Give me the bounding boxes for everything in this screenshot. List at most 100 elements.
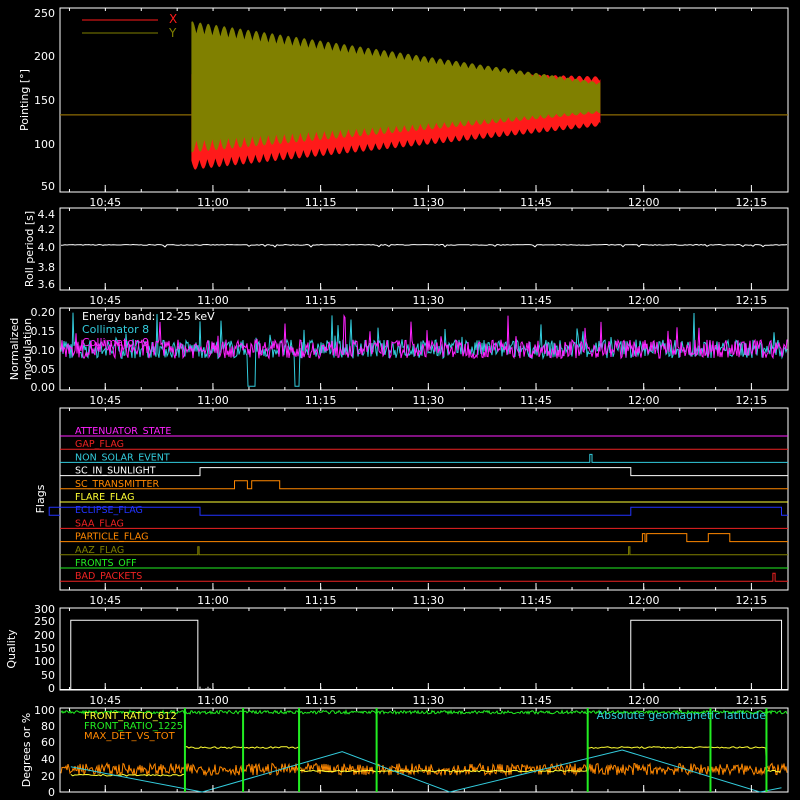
roll-period-ylabel: Roll period [s] — [23, 211, 36, 287]
flag-line — [60, 546, 788, 556]
modulation-ylabel-line1: Normalized — [8, 318, 21, 380]
x-tick-label: 12:15 — [736, 294, 768, 307]
ytick-label: 150 — [34, 642, 55, 655]
ytick-label: 4.0 — [38, 241, 56, 254]
x-tick-label: 12:00 — [628, 394, 660, 407]
pointing-yticks: 50 100 150 200 250 — [34, 7, 55, 193]
flag-label: SC_IN_SUNLIGHT — [75, 466, 156, 477]
roll-period-line — [60, 243, 788, 248]
x-tick-label: 11:00 — [197, 594, 229, 607]
x-tick-label: 12:15 — [736, 394, 768, 407]
max-det-vs-tot-label: MAX_DET_VS_TOT — [84, 731, 176, 742]
ytick-label: 100 — [34, 138, 55, 151]
x-tick-label: 10:45 — [89, 294, 121, 307]
ytick-label: 50 — [41, 180, 55, 193]
flag-label: AAZ_FLAG — [75, 545, 124, 556]
pointing-ylabel: Pointing [°] — [18, 69, 31, 131]
ratios-frame — [59, 707, 789, 793]
quality-yticks: 0 50 100 150 200 250 300 — [34, 603, 55, 695]
modulation-yticks: 0.00 0.05 0.10 0.15 0.20 — [31, 306, 56, 394]
ytick-label: 0.15 — [31, 325, 56, 338]
ytick-label: 200 — [34, 50, 55, 63]
ytick-label: 4.4 — [38, 208, 56, 221]
x-tick-label: 12:15 — [736, 694, 768, 707]
x-tick-label: 11:45 — [520, 594, 552, 607]
ytick-label: 150 — [34, 94, 55, 107]
quality-ylabel: Quality — [5, 629, 18, 669]
x-tick-label: 11:30 — [412, 694, 444, 707]
energy-band-annotation: Energy band: 12-25 keV — [82, 310, 215, 323]
pointing-panel: Pointing [°] 50 100 150 200 250 X Y — [18, 7, 789, 193]
x-tick-label: 11:15 — [305, 196, 337, 209]
x-tick-label: 12:15 — [736, 594, 768, 607]
modulation-ylabel-line2: modulation — [21, 318, 34, 380]
x-tick-label: 10:45 — [89, 196, 121, 209]
x-tick-label: 12:15 — [736, 196, 768, 209]
front-ratio-612-line — [70, 745, 781, 777]
pointing-frame — [59, 7, 789, 193]
flag-label: FLARE_FLAG — [75, 492, 135, 503]
pointing-legend: X Y — [82, 12, 177, 40]
flag-label: PARTICLE_FLAG — [75, 532, 148, 543]
flag-label: BAD_PACKETS — [75, 571, 142, 582]
modulation-panel: Normalized modulation 0.00 0.05 0.10 0.1… — [8, 306, 789, 394]
x-tick-label: 12:00 — [628, 594, 660, 607]
ratios-panel: Degrees or % 0 20 40 60 80 100 FRONT_RAT… — [20, 704, 789, 799]
flag-line — [60, 467, 788, 477]
ytick-label: 60 — [41, 736, 55, 749]
quality-panel: Quality 0 50 100 150 200 250 300 — [5, 603, 789, 695]
quality-step — [70, 619, 199, 690]
ytick-label: 3.8 — [38, 261, 56, 274]
legend-label-x: X — [169, 12, 177, 26]
max-det-vs-tot-line — [60, 761, 788, 778]
ytick-label: 0.20 — [31, 306, 56, 319]
x-tick-label: 11:45 — [520, 294, 552, 307]
roll-period-frame — [59, 207, 789, 291]
x-tick-label: 10:45 — [89, 594, 121, 607]
flag-label: NON_SOLAR_EVENT — [75, 452, 170, 463]
x-tick-label: 11:15 — [305, 394, 337, 407]
geomagnetic-latitude-line — [70, 749, 782, 793]
x-tick-label: 11:30 — [412, 394, 444, 407]
flag-line — [60, 480, 788, 490]
ytick-label: 0 — [48, 786, 55, 799]
x-tick-label: 11:30 — [412, 594, 444, 607]
collimator-8-label: Collimator 8 — [82, 323, 149, 336]
collimator-9-label: Collimator 9 — [82, 336, 149, 349]
ytick-label: 4.2 — [38, 223, 56, 236]
modulation-frame — [59, 307, 789, 391]
x-tick-label: 12:00 — [628, 694, 660, 707]
x-tick-label: 11:00 — [197, 394, 229, 407]
flag-label: ECLIPSE_FLAG — [75, 505, 143, 516]
front-ratio-612-label: FRONT_RATIO_612 — [84, 711, 177, 722]
flags-panel: Flags ATTENUATOR_STATE GAP_FLAG NON_SOLAR_… — [34, 407, 789, 591]
x-tick-label: 11:15 — [305, 694, 337, 707]
ratios-ylabel: Degrees or % — [20, 713, 33, 787]
roll-period-yticks: 3.6 3.8 4.0 4.2 4.4 — [38, 208, 56, 291]
x-tick-label: 11:30 — [412, 196, 444, 209]
x-tick-label: 11:30 — [412, 294, 444, 307]
x-tick-label: 11:45 — [520, 694, 552, 707]
ytick-label: 40 — [41, 753, 55, 766]
pointing-band-y — [191, 21, 601, 153]
flag-label: SC_TRANSMITTER — [75, 479, 160, 490]
ytick-label: 0.05 — [31, 363, 56, 376]
ytick-label: 3.6 — [38, 278, 56, 291]
x-tick-label: 12:00 — [628, 294, 660, 307]
ytick-label: 250 — [34, 7, 55, 20]
ytick-label: 20 — [41, 770, 55, 783]
ytick-label: 50 — [41, 669, 55, 682]
legend-label-y: Y — [168, 26, 177, 40]
ytick-label: 250 — [34, 615, 55, 628]
flag-line — [60, 533, 788, 543]
x-tick-label: 10:45 — [89, 394, 121, 407]
ytick-label: 80 — [41, 720, 55, 733]
flag-label: ATTENUATOR_STATE — [75, 426, 171, 437]
flag-label: GAP_FLAG — [75, 439, 124, 450]
flags-ylabel: Flags — [34, 484, 47, 513]
x-tick-label: 11:15 — [305, 594, 337, 607]
flags-frame — [59, 407, 789, 591]
ytick-label: 0 — [48, 682, 55, 695]
flag-line — [60, 453, 788, 463]
